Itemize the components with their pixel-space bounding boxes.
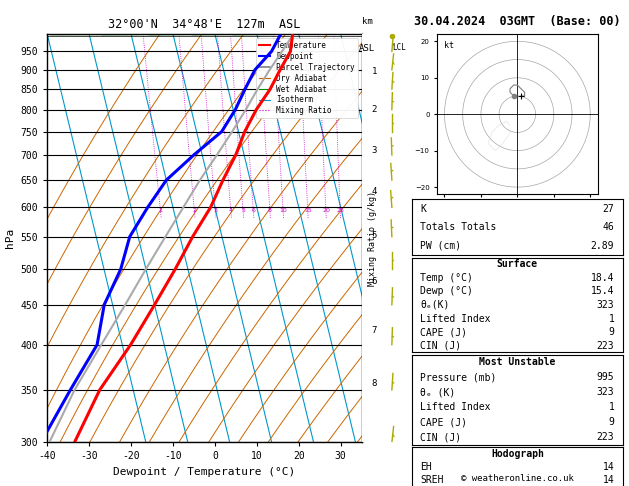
Text: 4: 4 bbox=[229, 208, 233, 213]
Text: CAPE (J): CAPE (J) bbox=[420, 417, 467, 427]
Text: K: K bbox=[420, 204, 426, 213]
Text: Temp (°C): Temp (°C) bbox=[420, 273, 473, 283]
Text: 15.4: 15.4 bbox=[591, 286, 615, 296]
Text: km: km bbox=[362, 17, 372, 26]
Title: 32°00'N  34°48'E  127m  ASL: 32°00'N 34°48'E 127m ASL bbox=[108, 18, 301, 32]
Text: 6: 6 bbox=[371, 277, 377, 286]
Text: 9: 9 bbox=[608, 327, 615, 337]
Text: 8: 8 bbox=[371, 379, 377, 388]
Y-axis label: hPa: hPa bbox=[5, 228, 15, 248]
Text: SREH: SREH bbox=[420, 475, 444, 485]
Text: 1: 1 bbox=[371, 67, 377, 76]
Text: 223: 223 bbox=[597, 432, 615, 442]
Text: 7: 7 bbox=[371, 326, 377, 335]
Text: 8: 8 bbox=[268, 208, 272, 213]
Text: 14: 14 bbox=[603, 475, 615, 485]
Text: 5: 5 bbox=[371, 231, 377, 240]
Text: Dewp (°C): Dewp (°C) bbox=[420, 286, 473, 296]
Text: kt: kt bbox=[445, 41, 454, 51]
Text: Most Unstable: Most Unstable bbox=[479, 357, 555, 367]
Text: 9: 9 bbox=[608, 417, 615, 427]
Text: © weatheronline.co.uk: © weatheronline.co.uk bbox=[461, 474, 574, 483]
Text: Mixing Ratio (g/kg): Mixing Ratio (g/kg) bbox=[369, 191, 377, 286]
Text: 2: 2 bbox=[192, 208, 197, 213]
Text: 4: 4 bbox=[371, 187, 377, 196]
Text: θₑ(K): θₑ(K) bbox=[420, 300, 450, 310]
Text: CIN (J): CIN (J) bbox=[420, 341, 462, 350]
Text: 14: 14 bbox=[603, 462, 615, 472]
Text: 25: 25 bbox=[337, 208, 344, 213]
Text: Hodograph: Hodograph bbox=[491, 449, 544, 459]
Text: LCL: LCL bbox=[392, 43, 406, 52]
Text: 15: 15 bbox=[304, 208, 312, 213]
Text: 3: 3 bbox=[214, 208, 218, 213]
Text: 20: 20 bbox=[322, 208, 330, 213]
X-axis label: Dewpoint / Temperature (°C): Dewpoint / Temperature (°C) bbox=[113, 467, 296, 477]
Text: Lifted Index: Lifted Index bbox=[420, 402, 491, 412]
Text: 223: 223 bbox=[597, 341, 615, 350]
Text: 1: 1 bbox=[608, 402, 615, 412]
Text: CAPE (J): CAPE (J) bbox=[420, 327, 467, 337]
Text: EH: EH bbox=[420, 462, 432, 472]
Text: 27: 27 bbox=[603, 204, 615, 213]
Text: Surface: Surface bbox=[497, 260, 538, 269]
Text: 18.4: 18.4 bbox=[591, 273, 615, 283]
Text: 3: 3 bbox=[371, 146, 377, 155]
Text: 323: 323 bbox=[597, 300, 615, 310]
Text: 5: 5 bbox=[242, 208, 245, 213]
Text: 46: 46 bbox=[603, 222, 615, 232]
Text: 2.89: 2.89 bbox=[591, 241, 615, 251]
Text: 30.04.2024  03GMT  (Base: 00): 30.04.2024 03GMT (Base: 00) bbox=[414, 16, 621, 28]
Text: 995: 995 bbox=[597, 372, 615, 382]
Text: Pressure (mb): Pressure (mb) bbox=[420, 372, 497, 382]
Text: Lifted Index: Lifted Index bbox=[420, 313, 491, 324]
Text: θₑ (K): θₑ (K) bbox=[420, 387, 455, 397]
Text: PW (cm): PW (cm) bbox=[420, 241, 462, 251]
Text: 1: 1 bbox=[608, 313, 615, 324]
Text: 1: 1 bbox=[159, 208, 163, 213]
Text: Totals Totals: Totals Totals bbox=[420, 222, 497, 232]
Text: ASL: ASL bbox=[359, 44, 375, 53]
Legend: Temperature, Dewpoint, Parcel Trajectory, Dry Adiabat, Wet Adiabat, Isotherm, Mi: Temperature, Dewpoint, Parcel Trajectory… bbox=[255, 38, 358, 119]
Text: CIN (J): CIN (J) bbox=[420, 432, 462, 442]
Text: 2: 2 bbox=[371, 105, 377, 114]
Text: 323: 323 bbox=[597, 387, 615, 397]
Text: 10: 10 bbox=[279, 208, 287, 213]
Text: 6: 6 bbox=[252, 208, 255, 213]
